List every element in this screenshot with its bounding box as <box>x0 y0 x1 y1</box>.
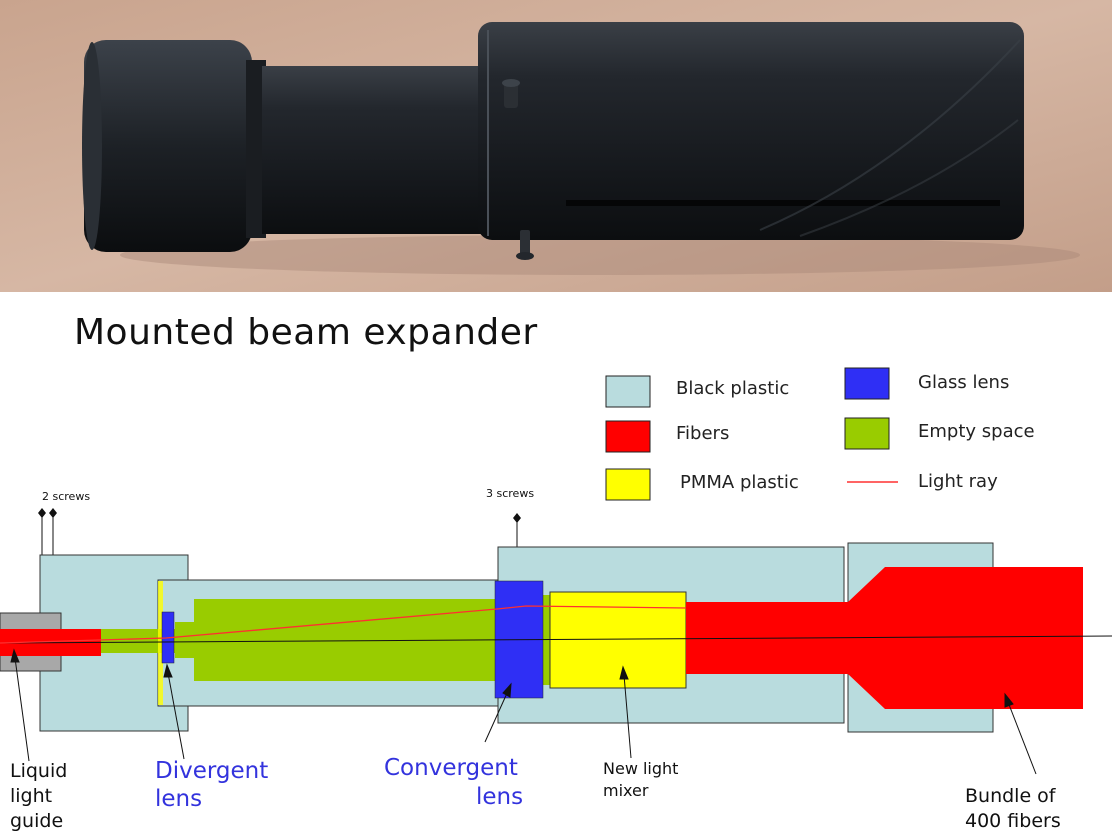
photo-middle-tube <box>262 66 484 234</box>
svg-text:guide: guide <box>10 810 63 832</box>
photo-caption: Mounted beam expander <box>74 312 538 353</box>
label-bundle-of-fibers: Bundle of 400 fibers <box>965 785 1061 832</box>
label-convergent-lens: Convergent lens <box>384 755 523 810</box>
svg-text:Liquid: Liquid <box>10 760 67 782</box>
beam-expander-photo <box>0 0 1112 292</box>
svg-text:Bundle of: Bundle of <box>965 785 1057 807</box>
legend-swatch-pmma-plastic <box>605 468 651 501</box>
svg-text:mixer: mixer <box>603 781 649 800</box>
screw-label-left: 2 screws <box>42 490 90 503</box>
photo-screw-top <box>504 82 518 108</box>
label-divergent-lens: Divergent lens <box>155 758 268 812</box>
legend-swatch-black-plastic <box>605 375 651 408</box>
cross-section-diagram: Black plastic Glass lens Fibers Empty sp… <box>0 367 1112 832</box>
legend-label-black-plastic: Black plastic <box>676 378 789 399</box>
legend-label-light-ray: Light ray <box>918 471 998 492</box>
pointer-arrows <box>10 648 1037 775</box>
screw-label-middle: 3 screws <box>486 487 534 500</box>
label-liquid-light-guide: Liquid light guide <box>10 760 67 832</box>
svg-text:light: light <box>10 785 52 807</box>
screws-middle: 3 screws <box>486 487 534 581</box>
svg-text:New light: New light <box>603 759 678 778</box>
legend-label-empty-space: Empty space <box>918 421 1035 442</box>
legend-swatch-glass-lens <box>844 367 890 400</box>
legend-label-pmma-plastic: PMMA plastic <box>680 472 799 493</box>
legend-swatch-fibers <box>605 420 651 453</box>
svg-text:400 fibers: 400 fibers <box>965 810 1061 832</box>
photo-screw-bottom <box>520 230 530 256</box>
svg-text:Divergent: Divergent <box>155 758 268 784</box>
light-ray <box>0 605 687 644</box>
label-new-light-mixer: New light mixer <box>603 759 678 800</box>
photo-main-tube <box>478 22 1024 240</box>
legend-swatch-empty-space <box>844 417 890 450</box>
svg-text:Convergent: Convergent <box>384 755 518 781</box>
legend: Black plastic Glass lens Fibers Empty sp… <box>605 367 1035 501</box>
photo-end-cap <box>84 40 252 252</box>
optical-axis <box>0 635 1112 644</box>
svg-text:lens: lens <box>476 784 523 810</box>
empty-space-expander <box>100 599 496 681</box>
svg-text:lens: lens <box>155 786 202 812</box>
fiber-bundle <box>686 567 1083 709</box>
pmma-edge-strip <box>158 581 163 705</box>
legend-label-fibers: Fibers <box>676 423 729 444</box>
legend-label-glass-lens: Glass lens <box>918 372 1009 393</box>
